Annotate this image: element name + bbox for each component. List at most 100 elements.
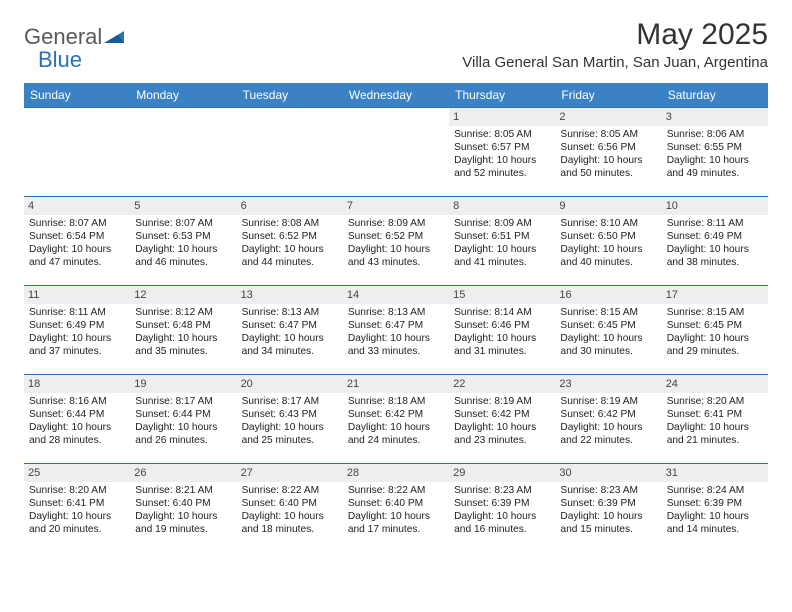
week-row: 25 Sunrise: 8:20 AMSunset: 6:41 PMDayligh… [24,463,768,552]
weekday-header: Tuesday [237,83,343,107]
empty-day-cell [130,108,236,196]
day-number: 26 [130,464,236,482]
day-number: 13 [237,286,343,304]
calendar-grid: SundayMondayTuesdayWednesdayThursdayFrid… [24,83,768,552]
weekday-header: Sunday [24,83,130,107]
day-cell: 29 Sunrise: 8:23 AMSunset: 6:39 PMDayligh… [449,464,555,552]
day-number: 17 [662,286,768,304]
day-cell: 19 Sunrise: 8:17 AMSunset: 6:44 PMDayligh… [130,375,236,463]
day-info: Sunrise: 8:10 AMSunset: 6:50 PMDaylight:… [560,217,656,269]
day-info: Sunrise: 8:06 AMSunset: 6:55 PMDaylight:… [667,128,763,180]
day-info: Sunrise: 8:22 AMSunset: 6:40 PMDaylight:… [242,484,338,536]
day-cell: 20 Sunrise: 8:17 AMSunset: 6:43 PMDayligh… [237,375,343,463]
day-cell: 22 Sunrise: 8:19 AMSunset: 6:42 PMDayligh… [449,375,555,463]
day-number: 25 [24,464,130,482]
day-info: Sunrise: 8:12 AMSunset: 6:48 PMDaylight:… [135,306,231,358]
day-number: 6 [237,197,343,215]
weeks-container: 1Sunrise: 8:05 AMSunset: 6:57 PMDaylight… [24,107,768,552]
day-info: Sunrise: 8:16 AMSunset: 6:44 PMDaylight:… [29,395,125,447]
day-cell: 21 Sunrise: 8:18 AMSunset: 6:42 PMDayligh… [343,375,449,463]
weekday-header: Monday [130,83,236,107]
day-info: Sunrise: 8:13 AMSunset: 6:47 PMDaylight:… [348,306,444,358]
day-cell: 2 Sunrise: 8:05 AMSunset: 6:56 PMDaylight… [555,108,661,196]
week-row: 18 Sunrise: 8:16 AMSunset: 6:44 PMDayligh… [24,374,768,463]
day-number: 11 [24,286,130,304]
week-row: 11Sunrise: 8:11 AMSunset: 6:49 PMDayligh… [24,285,768,374]
day-number: 20 [237,375,343,393]
day-info: Sunrise: 8:07 AMSunset: 6:54 PMDaylight:… [29,217,125,269]
day-info: Sunrise: 8:15 AMSunset: 6:45 PMDaylight:… [667,306,763,358]
location-subtitle: Villa General San Martin, San Juan, Arge… [462,54,768,71]
week-row: 1Sunrise: 8:05 AMSunset: 6:57 PMDaylight… [24,107,768,196]
day-info: Sunrise: 8:19 AMSunset: 6:42 PMDaylight:… [454,395,550,447]
title-block: May 2025 Villa General San Martin, San J… [462,18,768,71]
day-info: Sunrise: 8:24 AMSunset: 6:39 PMDaylight:… [667,484,763,536]
day-info: Sunrise: 8:19 AMSunset: 6:42 PMDaylight:… [560,395,656,447]
day-number: 15 [449,286,555,304]
empty-day-cell [24,108,130,196]
day-number: 2 [555,108,661,126]
day-info: Sunrise: 8:21 AMSunset: 6:40 PMDaylight:… [135,484,231,536]
day-number: 10 [662,197,768,215]
day-number: 3 [662,108,768,126]
day-number: 19 [130,375,236,393]
day-number: 30 [555,464,661,482]
brand-text-blue: Blue [38,47,82,72]
day-number: 31 [662,464,768,482]
day-info: Sunrise: 8:20 AMSunset: 6:41 PMDaylight:… [667,395,763,447]
day-info: Sunrise: 8:05 AMSunset: 6:57 PMDaylight:… [454,128,550,180]
day-cell: 8 Sunrise: 8:09 AMSunset: 6:51 PMDaylight… [449,197,555,285]
day-info: Sunrise: 8:22 AMSunset: 6:40 PMDaylight:… [348,484,444,536]
day-cell: 7 Sunrise: 8:09 AMSunset: 6:52 PMDaylight… [343,197,449,285]
day-number: 23 [555,375,661,393]
day-cell: 18 Sunrise: 8:16 AMSunset: 6:44 PMDayligh… [24,375,130,463]
day-cell: 28Sunrise: 8:22 AMSunset: 6:40 PMDayligh… [343,464,449,552]
day-cell: 6Sunrise: 8:08 AMSunset: 6:52 PMDaylight… [237,197,343,285]
brand-triangle-icon [104,29,126,45]
weekday-header: Friday [555,83,661,107]
day-info: Sunrise: 8:09 AMSunset: 6:51 PMDaylight:… [454,217,550,269]
day-info: Sunrise: 8:23 AMSunset: 6:39 PMDaylight:… [454,484,550,536]
day-number: 22 [449,375,555,393]
day-cell: 24Sunrise: 8:20 AMSunset: 6:41 PMDayligh… [662,375,768,463]
day-info: Sunrise: 8:17 AMSunset: 6:44 PMDaylight:… [135,395,231,447]
day-cell: 16Sunrise: 8:15 AMSunset: 6:45 PMDayligh… [555,286,661,374]
day-cell: 9 Sunrise: 8:10 AMSunset: 6:50 PMDaylight… [555,197,661,285]
day-cell: 15Sunrise: 8:14 AMSunset: 6:46 PMDayligh… [449,286,555,374]
day-cell: 13 Sunrise: 8:13 AMSunset: 6:47 PMDayligh… [237,286,343,374]
weekday-header-row: SundayMondayTuesdayWednesdayThursdayFrid… [24,83,768,107]
weekday-header: Wednesday [343,83,449,107]
day-number: 18 [24,375,130,393]
day-cell: 4 Sunrise: 8:07 AMSunset: 6:54 PMDaylight… [24,197,130,285]
day-info: Sunrise: 8:05 AMSunset: 6:56 PMDaylight:… [560,128,656,180]
day-number: 12 [130,286,236,304]
day-number: 7 [343,197,449,215]
day-cell: 25 Sunrise: 8:20 AMSunset: 6:41 PMDayligh… [24,464,130,552]
day-cell: 11Sunrise: 8:11 AMSunset: 6:49 PMDayligh… [24,286,130,374]
day-number: 21 [343,375,449,393]
day-cell: 27Sunrise: 8:22 AMSunset: 6:40 PMDayligh… [237,464,343,552]
day-number: 14 [343,286,449,304]
weekday-header: Thursday [449,83,555,107]
day-number: 4 [24,197,130,215]
calendar-page: General May 2025 Villa General San Marti… [0,0,792,564]
day-info: Sunrise: 8:18 AMSunset: 6:42 PMDaylight:… [348,395,444,447]
day-number: 9 [555,197,661,215]
day-info: Sunrise: 8:13 AMSunset: 6:47 PMDaylight:… [242,306,338,358]
day-cell: 3 Sunrise: 8:06 AMSunset: 6:55 PMDaylight… [662,108,768,196]
day-cell: 30 Sunrise: 8:23 AMSunset: 6:39 PMDayligh… [555,464,661,552]
day-info: Sunrise: 8:17 AMSunset: 6:43 PMDaylight:… [242,395,338,447]
day-info: Sunrise: 8:23 AMSunset: 6:39 PMDaylight:… [560,484,656,536]
day-info: Sunrise: 8:09 AMSunset: 6:52 PMDaylight:… [348,217,444,269]
day-info: Sunrise: 8:20 AMSunset: 6:41 PMDaylight:… [29,484,125,536]
empty-day-cell [343,108,449,196]
day-number: 5 [130,197,236,215]
day-info: Sunrise: 8:15 AMSunset: 6:45 PMDaylight:… [560,306,656,358]
day-cell: 14 Sunrise: 8:13 AMSunset: 6:47 PMDayligh… [343,286,449,374]
day-cell: 10 Sunrise: 8:11 AMSunset: 6:49 PMDayligh… [662,197,768,285]
weekday-header: Saturday [662,83,768,107]
day-number: 8 [449,197,555,215]
empty-day-cell [237,108,343,196]
day-number: 29 [449,464,555,482]
day-info: Sunrise: 8:11 AMSunset: 6:49 PMDaylight:… [667,217,763,269]
